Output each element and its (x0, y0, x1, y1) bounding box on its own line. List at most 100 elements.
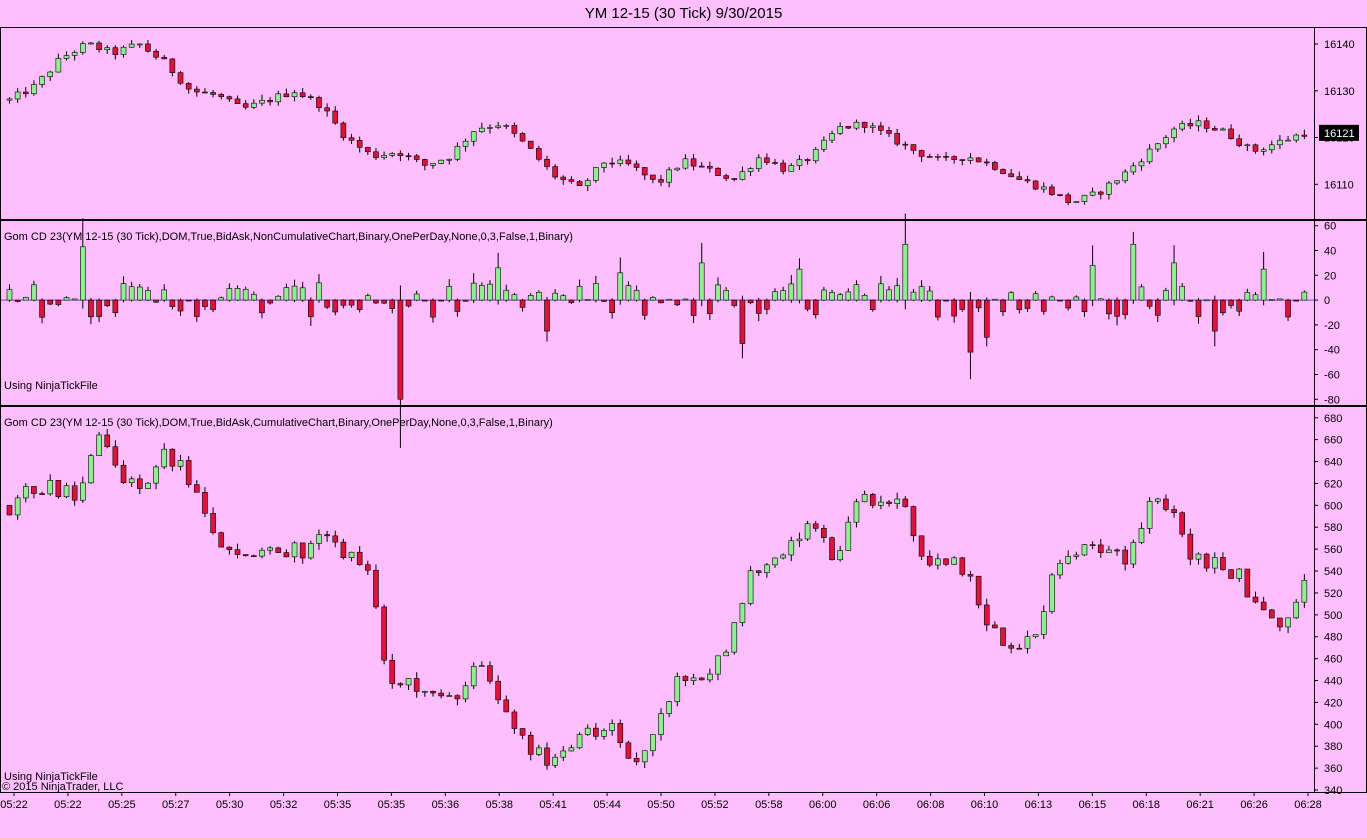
candle-body (707, 673, 713, 681)
candle-body (935, 558, 941, 566)
candle-body (967, 157, 974, 161)
candle-body (560, 750, 567, 758)
candle-body (299, 92, 306, 97)
delta-bar (79, 246, 86, 301)
delta-bar (943, 299, 949, 302)
candle-body (943, 558, 949, 565)
delta-bar (120, 283, 127, 301)
delta-bar (902, 244, 909, 301)
y-tick-label: 420 (1324, 697, 1342, 709)
delta-bar (536, 291, 542, 301)
candle-body (291, 542, 298, 558)
delta-bar (1171, 262, 1177, 301)
candle-body (568, 179, 575, 182)
candle-body (975, 157, 982, 163)
x-tick-label: 05:30 (216, 799, 244, 811)
candle-body (71, 52, 78, 56)
candle-body (462, 140, 469, 147)
candle-body (536, 148, 542, 160)
candle-body (1171, 128, 1177, 138)
candle-body (1179, 512, 1185, 535)
candle-body (764, 157, 770, 163)
delta-bar (446, 286, 453, 301)
delta-bar (731, 299, 738, 306)
delta-panel[interactable]: 60 40 20 0 -20 -40 -60 -80 (1, 213, 1340, 448)
candle-body (698, 165, 705, 168)
delta-bar (71, 298, 78, 301)
candle-body (381, 606, 387, 661)
delta-bar (641, 299, 648, 316)
candle-body (560, 176, 567, 180)
delta-bar (22, 296, 29, 301)
copyright-text: © 2015 NinjaTrader, LLC (2, 781, 123, 793)
candle-body (31, 486, 37, 494)
candle-body (617, 723, 624, 744)
candle-body (1260, 149, 1267, 152)
delta-bar (584, 299, 591, 301)
candle-body (356, 551, 363, 566)
candle-body (951, 156, 957, 160)
candle-body (1032, 634, 1039, 638)
y-tick-label: 400 (1324, 719, 1342, 731)
candle-body (519, 728, 526, 736)
delta-bar (568, 299, 575, 303)
candle-body (413, 155, 420, 160)
candle-body (1114, 549, 1120, 552)
candle-body (96, 42, 102, 50)
delta-bar (511, 294, 518, 301)
candle-body (1114, 180, 1120, 184)
delta-bar (308, 299, 314, 318)
delta-bar (715, 284, 721, 301)
candle-body (503, 125, 510, 127)
candle-body (715, 655, 721, 675)
candle-body (902, 498, 909, 507)
delta-bar (169, 299, 176, 307)
candle-body (519, 133, 526, 142)
candle-body (869, 125, 876, 128)
candle-body (1244, 144, 1251, 147)
candle-body (918, 150, 925, 157)
candle-body (145, 43, 151, 52)
candle-body (63, 55, 70, 59)
delta-bar (910, 291, 917, 301)
delta-series-label: Gom CD 23(YM 12-15 (30 Tick),DOM,True,Bi… (4, 231, 573, 243)
candle-body (1277, 139, 1283, 146)
candle-body (780, 554, 786, 559)
x-tick-label: 06:00 (809, 799, 837, 811)
y-tick-label: 16140 (1324, 39, 1355, 51)
candle-body (226, 96, 233, 100)
candle-body (373, 569, 379, 608)
delta-bar (1301, 291, 1308, 301)
candle-body (992, 162, 998, 170)
delta-bar (1138, 286, 1145, 301)
delta-bar (470, 282, 477, 301)
price-panel[interactable]: 1611016120161301614016121 (6, 39, 1359, 206)
candle-body (316, 534, 322, 544)
delta-bar (1195, 299, 1202, 317)
candle-body (829, 133, 835, 141)
y-tick-label: 380 (1324, 741, 1342, 753)
candle-body (926, 156, 933, 158)
delta-bar (259, 299, 265, 314)
candle-body (861, 121, 868, 128)
candle-body (137, 43, 143, 46)
delta-bar (104, 299, 111, 307)
y-tick-label: 20 (1324, 270, 1336, 282)
delta-bar (324, 299, 330, 308)
candle-body (88, 42, 94, 45)
candle-body (202, 91, 208, 94)
candle-body (1163, 137, 1169, 145)
candle-body (251, 555, 257, 558)
candle-body (812, 523, 819, 529)
cumulative-panel[interactable]: 680 660 640 620 600 580 560 540 520 500 480 460 440 4… (6, 413, 1342, 797)
candle-body (772, 162, 778, 164)
delta-bar (438, 299, 444, 302)
x-tick-label: 06:15 (1079, 799, 1107, 811)
y-tick-label: 640 (1324, 457, 1342, 469)
candle-body (894, 133, 900, 145)
delta-bar (821, 289, 827, 301)
candle-body (1228, 128, 1234, 139)
delta-bar (291, 285, 298, 301)
candle-body (381, 155, 387, 158)
